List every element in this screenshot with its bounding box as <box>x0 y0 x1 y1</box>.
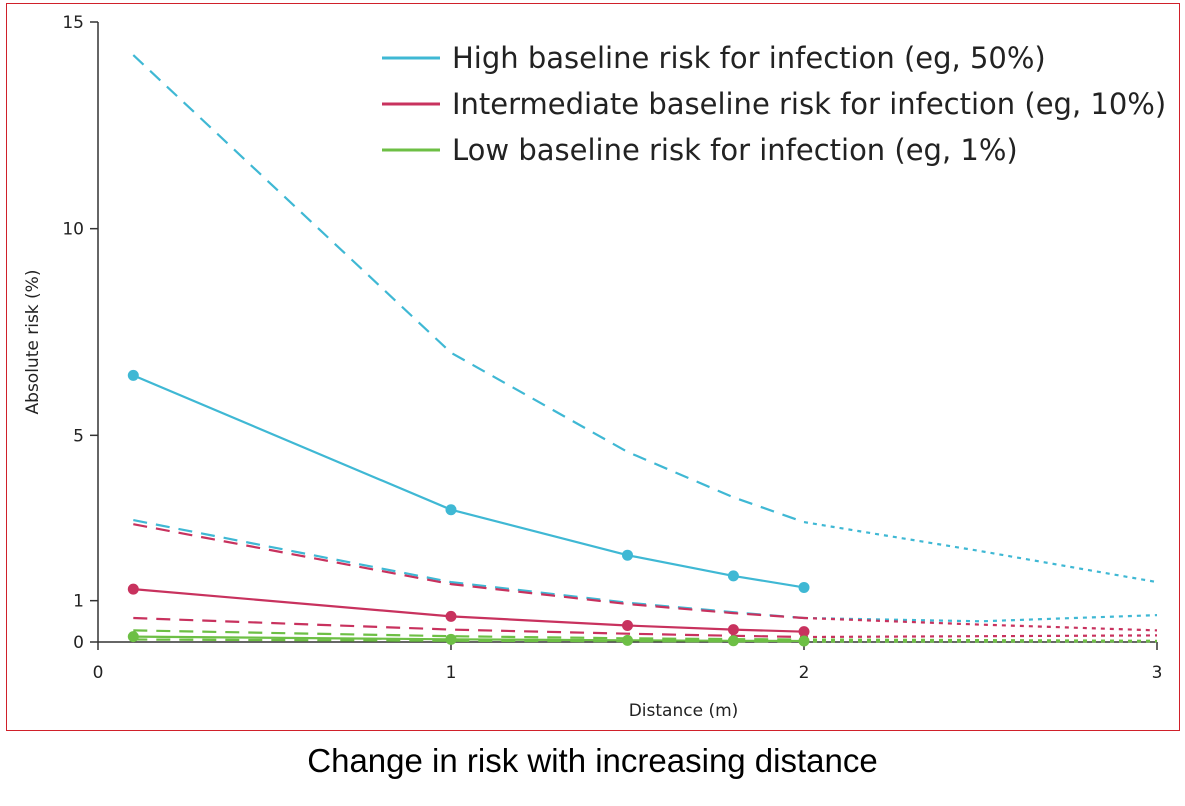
data-point <box>445 633 457 645</box>
data-point <box>798 626 810 638</box>
data-point <box>127 583 139 595</box>
x-axis-title: Distance (m) <box>629 701 739 721</box>
y-tick-label: 0 <box>73 633 84 653</box>
x-tick-label: 1 <box>446 663 457 683</box>
y-axis-title: Absolute risk (%) <box>23 270 43 415</box>
y-tick-label: 5 <box>73 426 84 446</box>
legend-label: High baseline risk for infection (eg, 50… <box>452 41 1046 75</box>
y-tick-label: 10 <box>62 220 84 240</box>
series-layer <box>127 54 1158 647</box>
series-line <box>803 614 1158 623</box>
series-line <box>803 634 1158 639</box>
series-line <box>133 629 805 641</box>
series-line <box>133 616 805 639</box>
data-point <box>798 581 810 593</box>
data-point <box>445 504 457 516</box>
y-tick-label: 1 <box>73 592 84 612</box>
x-tick-label: 3 <box>1152 663 1163 683</box>
data-point <box>622 619 633 631</box>
data-point <box>445 610 457 622</box>
data-point <box>127 369 139 381</box>
legend-label: Low baseline risk for infection (eg, 1%) <box>452 133 1018 167</box>
chart-frame <box>6 3 1180 731</box>
series-line <box>133 523 805 620</box>
series-line <box>803 521 1158 584</box>
x-tick-label: 0 <box>93 663 104 683</box>
x-tick-label: 2 <box>799 663 810 683</box>
data-point <box>622 549 633 561</box>
data-point <box>727 624 739 636</box>
series-line <box>133 638 805 643</box>
series-line <box>132 374 805 589</box>
legend: High baseline risk for infection (eg, 50… <box>382 41 1166 167</box>
series-line <box>132 54 805 524</box>
data-point <box>727 570 739 582</box>
legend-label: Intermediate baseline risk for infection… <box>452 87 1166 121</box>
series-line <box>803 616 1158 632</box>
y-tick-label: 15 <box>62 13 84 33</box>
figure-caption: Change in risk with increasing distance <box>307 742 878 779</box>
